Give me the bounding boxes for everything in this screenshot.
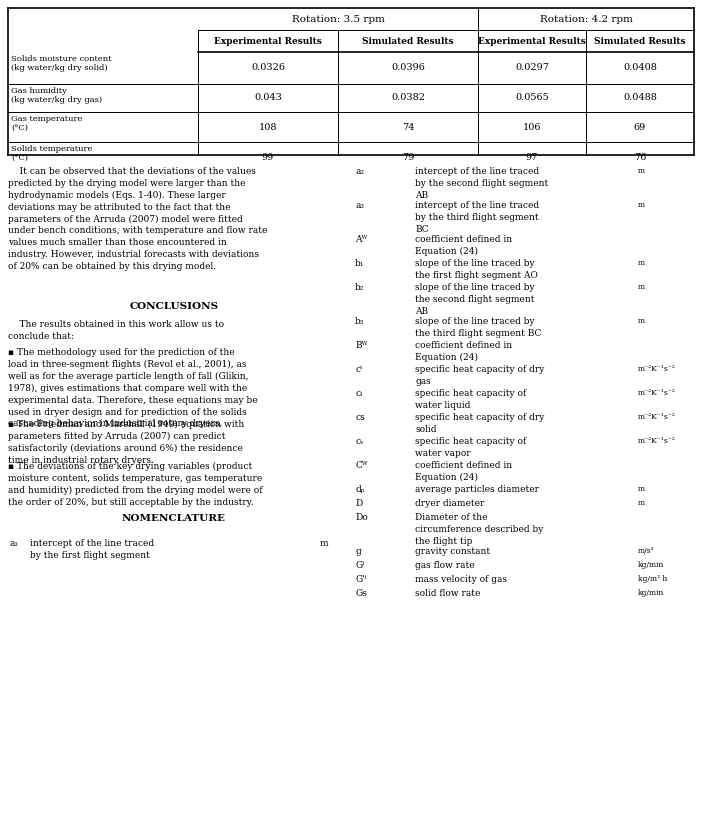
Text: intercept of the line traced
by the first flight segment: intercept of the line traced by the firs… [30,539,154,560]
Text: 69: 69 [634,122,646,132]
Text: 0.0488: 0.0488 [623,94,657,103]
Text: Gas humidity
(kg water/kg dry gas): Gas humidity (kg water/kg dry gas) [11,87,102,104]
Text: intercept of the line traced
by the third flight segment
BC: intercept of the line traced by the thir… [415,201,539,234]
Text: average particles diameter: average particles diameter [415,485,539,494]
Text: kg/m² h: kg/m² h [638,575,668,583]
Text: m: m [638,317,645,325]
Text: Rotation: 4.2 rpm: Rotation: 4.2 rpm [540,15,633,24]
Text: ▪ The methodology used for the prediction of the
load in three-segment flights (: ▪ The methodology used for the predictio… [8,348,258,428]
Text: 0.0396: 0.0396 [391,63,425,72]
Text: 76: 76 [634,152,646,161]
Text: Solids temperature
(°C): Solids temperature (°C) [11,145,93,162]
Text: NOMENCLATURE: NOMENCLATURE [122,514,226,523]
Text: gravity constant: gravity constant [415,547,490,556]
Text: specific heat capacity of dry
gas: specific heat capacity of dry gas [415,365,544,386]
Text: Gs: Gs [355,589,367,598]
Text: b₂: b₂ [355,283,364,292]
Text: gas flow rate: gas flow rate [415,561,475,570]
Text: Gⁱ: Gⁱ [355,561,364,570]
Text: CONCLUSIONS: CONCLUSIONS [129,302,218,311]
Text: 97: 97 [526,152,538,161]
Text: m: m [638,259,645,267]
Text: a₂: a₂ [355,167,364,176]
Text: ▪ The deviations of the key drying variables (product
moisture content, solids t: ▪ The deviations of the key drying varia… [8,462,263,506]
Text: The results obtained in this work allow us to
conclude that:: The results obtained in this work allow … [8,320,224,341]
Text: m⁻²K⁻¹s⁻²: m⁻²K⁻¹s⁻² [638,365,676,373]
Text: m⁻²K⁻¹s⁻²: m⁻²K⁻¹s⁻² [638,413,676,421]
Text: 0.0565: 0.0565 [515,94,549,103]
Text: cₗ: cₗ [355,389,362,398]
Text: Experimental Results: Experimental Results [214,37,322,46]
Text: Aᵂ: Aᵂ [355,235,367,244]
Text: coefficient defined in
Equation (24): coefficient defined in Equation (24) [415,461,512,482]
Text: 79: 79 [402,152,414,161]
Text: 0.0408: 0.0408 [623,63,657,72]
Text: b₃: b₃ [355,317,364,326]
Text: mass velocity of gas: mass velocity of gas [415,575,507,584]
Text: Cᵂ: Cᵂ [355,461,368,470]
Text: 0.0297: 0.0297 [515,63,549,72]
Text: m: m [638,485,645,493]
Text: 106: 106 [523,122,541,132]
Text: Simulated Results: Simulated Results [595,37,686,46]
Text: m: m [638,499,645,507]
Text: coefficient defined in
Equation (24): coefficient defined in Equation (24) [415,235,512,256]
Text: D: D [355,499,362,508]
Text: specific heat capacity of
water liquid: specific heat capacity of water liquid [415,389,526,409]
Text: specific heat capacity of dry
solid: specific heat capacity of dry solid [415,413,544,434]
Text: intercept of the line traced
by the second flight segment
AB: intercept of the line traced by the seco… [415,167,548,199]
Text: 0.043: 0.043 [254,94,282,103]
Text: G'ⁱ: G'ⁱ [355,575,366,584]
Text: It can be observed that the deviations of the values
predicted by the drying mod: It can be observed that the deviations o… [8,167,267,271]
Text: Diameter of the
circumference described by
the flight tip: Diameter of the circumference described … [415,513,543,545]
Text: Bᵂ: Bᵂ [355,341,368,350]
Text: m/s²: m/s² [638,547,655,555]
Text: cᵥ: cᵥ [355,437,364,446]
Text: m: m [638,283,645,291]
Text: specific heat capacity of
water vapor: specific heat capacity of water vapor [415,437,526,457]
Text: 108: 108 [259,122,277,132]
Text: 0.0326: 0.0326 [251,63,285,72]
Text: 99: 99 [262,152,274,161]
Text: Gas temperature
(°C): Gas temperature (°C) [11,115,82,132]
Text: a₁: a₁ [10,539,19,548]
Text: a₃: a₃ [355,201,364,210]
Text: 0.0382: 0.0382 [391,94,425,103]
Text: slope of the line traced by
the second flight segment
AB: slope of the line traced by the second f… [415,283,535,316]
Text: cs: cs [355,413,365,422]
Text: kg/min: kg/min [638,589,664,597]
Text: Rotation: 3.5 rpm: Rotation: 3.5 rpm [291,15,385,24]
Text: Experimental Results: Experimental Results [478,37,586,46]
Text: g: g [355,547,361,556]
Text: 74: 74 [402,122,414,132]
Text: dₚ: dₚ [355,485,364,494]
Text: Solids moisture content
(kg water/kg dry solid): Solids moisture content (kg water/kg dry… [11,55,112,72]
Text: coefficient defined in
Equation (24): coefficient defined in Equation (24) [415,341,512,362]
Text: slope of the line traced by
the third flight segment BC: slope of the line traced by the third fl… [415,317,541,338]
Text: b₁: b₁ [355,259,364,268]
Text: Do: Do [355,513,368,522]
Text: kg/min: kg/min [638,561,664,569]
Text: Simulated Results: Simulated Results [362,37,453,46]
Text: dryer diameter: dryer diameter [415,499,484,508]
Text: ▪ The Friedman and Marshall (1949) equation with
parameters fitted by Arruda (20: ▪ The Friedman and Marshall (1949) equat… [8,420,244,465]
Text: m: m [638,167,645,175]
Text: m⁻²K⁻¹s⁻²: m⁻²K⁻¹s⁻² [638,437,676,445]
Text: solid flow rate: solid flow rate [415,589,480,598]
Text: m: m [320,539,329,548]
Text: slope of the line traced by
the first flight segment AO: slope of the line traced by the first fl… [415,259,538,280]
Text: cⁱ: cⁱ [355,365,362,374]
Text: m⁻²K⁻¹s⁻²: m⁻²K⁻¹s⁻² [638,389,676,397]
Text: m: m [638,201,645,209]
